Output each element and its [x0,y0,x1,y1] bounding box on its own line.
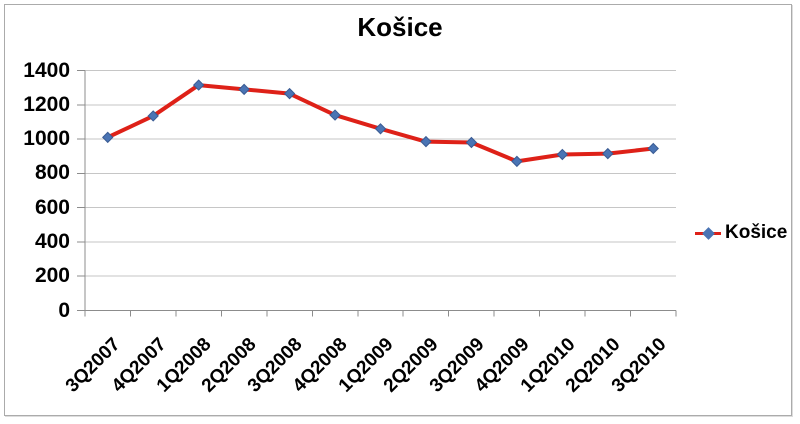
data-point-marker[interactable] [192,79,205,91]
data-point-marker[interactable] [238,83,250,96]
data-point-marker[interactable] [511,155,523,168]
data-point-marker[interactable] [283,87,296,100]
y-tick-label: 200 [34,264,70,288]
data-point-marker[interactable] [374,123,387,135]
y-tick-label: 0 [58,298,70,322]
y-tick-label: 1400 [23,58,70,82]
chart-title: Košice [357,12,443,42]
data-point-marker[interactable] [465,136,478,149]
data-point-marker[interactable] [420,135,432,148]
legend-series-marker-icon [695,226,721,240]
data-point-marker[interactable] [556,148,569,161]
data-point-marker[interactable] [147,110,159,122]
chart-border-frame [4,4,792,416]
y-tick-label: 600 [34,195,70,219]
data-point-marker[interactable] [102,131,114,144]
y-tick-label: 800 [34,161,70,185]
legend-diamond-icon [702,226,715,240]
y-tick-label: 1000 [23,127,70,151]
data-point-marker[interactable] [647,142,659,155]
data-point-marker[interactable] [602,147,614,160]
legend-series-label: Košice [725,222,788,243]
y-tick-label: 400 [34,229,70,253]
legend[interactable]: Košice [695,220,787,246]
data-point-marker[interactable] [329,109,341,121]
y-tick-label: 1200 [23,92,70,116]
